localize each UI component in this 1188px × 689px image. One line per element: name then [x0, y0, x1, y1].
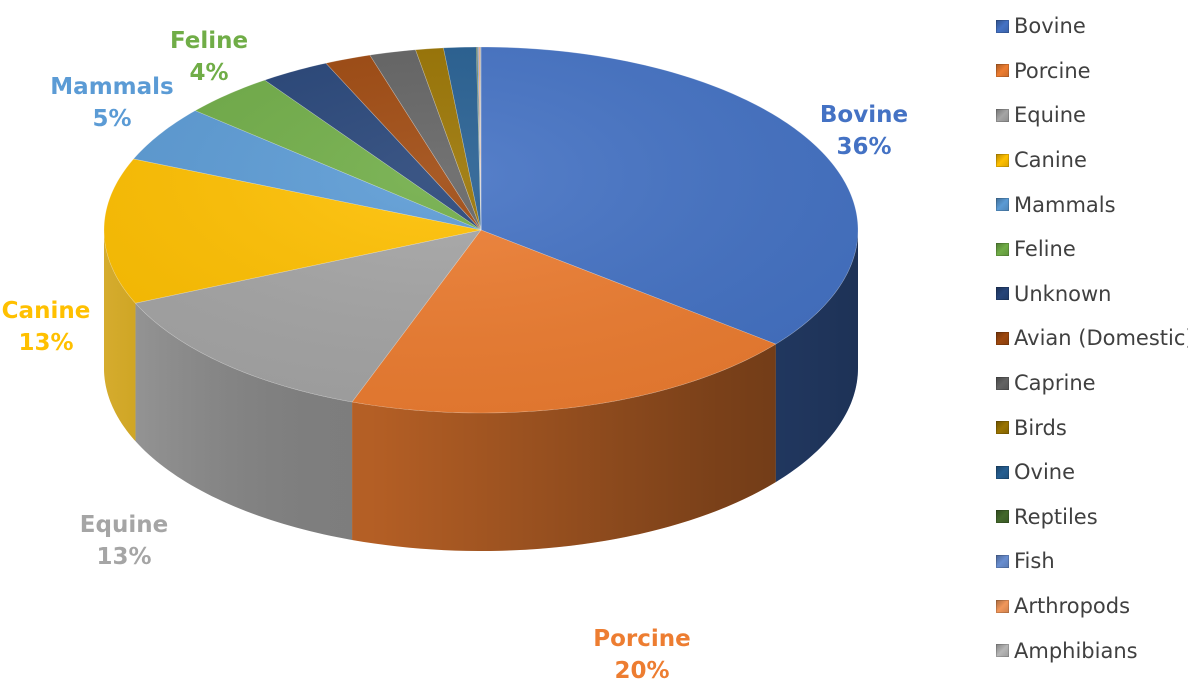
legend-item-equine: Equine [996, 93, 1188, 138]
legend-label: Birds [1014, 415, 1067, 440]
legend-swatch [996, 599, 1009, 613]
data-label-name: Equine [80, 512, 168, 538]
legend-label: Avian (Domestic) [1014, 326, 1188, 351]
legend-swatch [996, 242, 1009, 256]
data-label-mammals: Mammals 5% [50, 74, 173, 132]
legend-item-birds: Birds [996, 405, 1188, 450]
legend-swatch [996, 64, 1009, 78]
legend-item-feline: Feline [996, 227, 1188, 272]
data-label-name: Feline [170, 28, 248, 54]
legend-swatch [996, 510, 1009, 524]
data-label-feline: Feline 4% [170, 28, 248, 86]
legend-item-porcine: Porcine [996, 49, 1188, 94]
legend-label: Porcine [1014, 58, 1091, 83]
chart-legend: Bovine Porcine Equine Canine Mammals Feline Un… [996, 4, 1188, 673]
legend-swatch [996, 198, 1009, 212]
legend-item-mammals: Mammals [996, 182, 1188, 227]
legend-item-ovine: Ovine [996, 450, 1188, 495]
legend-label: Ovine [1014, 460, 1076, 485]
legend-item-bovine: Bovine [996, 4, 1188, 49]
legend-swatch [996, 554, 1009, 568]
legend-item-canine: Canine [996, 138, 1188, 183]
data-label-equine: Equine 13% [80, 512, 168, 570]
top-shading [104, 47, 858, 413]
legend-swatch [996, 644, 1009, 658]
legend-label: Fish [1014, 549, 1055, 574]
data-label-bovine: Bovine 36% [820, 102, 908, 160]
data-label-value: 4% [189, 60, 228, 86]
legend-swatch [996, 421, 1009, 435]
data-label-value: 20% [614, 658, 669, 684]
legend-label: Feline [1014, 237, 1076, 262]
legend-label: Amphibians [1014, 638, 1138, 663]
data-label-canine: Canine 13% [2, 298, 91, 356]
data-label-name: Porcine [593, 626, 691, 652]
legend-swatch [996, 376, 1009, 390]
legend-item-arthropods: Arthropods [996, 584, 1188, 629]
data-label-porcine: Porcine 20% [593, 626, 691, 684]
legend-swatch [996, 19, 1009, 33]
legend-label: Arthropods [1014, 594, 1131, 619]
data-label-value: 13% [18, 330, 73, 356]
data-label-name: Mammals [50, 74, 173, 100]
legend-swatch [996, 287, 1009, 301]
legend-swatch [996, 465, 1009, 479]
legend-label: Equine [1014, 103, 1086, 128]
pie-side-walls [104, 230, 858, 551]
legend-label: Reptiles [1014, 504, 1098, 529]
legend-label: Mammals [1014, 192, 1116, 217]
legend-item-unknown: Unknown [996, 272, 1188, 317]
legend-swatch [996, 331, 1009, 345]
data-label-name: Bovine [820, 102, 908, 128]
legend-item-avian-domestic: Avian (Domestic) [996, 316, 1188, 361]
legend-item-amphibians: Amphibians [996, 628, 1188, 673]
legend-label: Canine [1014, 148, 1087, 173]
legend-item-reptiles: Reptiles [996, 495, 1188, 540]
data-label-value: 36% [836, 134, 891, 160]
slice-labels: Bovine 36% Porcine 20% Equine 13% Canine 13% Mam… [2, 28, 908, 684]
legend-swatch [996, 108, 1009, 122]
pie-top-faces [103, 46, 859, 414]
side-shading [104, 230, 858, 551]
legend-item-caprine: Caprine [996, 361, 1188, 406]
data-label-value: 13% [96, 544, 151, 570]
legend-swatch [996, 153, 1009, 167]
legend-label: Bovine [1014, 14, 1086, 39]
legend-label: Caprine [1014, 371, 1096, 396]
data-label-value: 5% [92, 106, 131, 132]
data-label-name: Canine [2, 298, 91, 324]
legend-item-fish: Fish [996, 539, 1188, 584]
legend-label: Unknown [1014, 281, 1112, 306]
